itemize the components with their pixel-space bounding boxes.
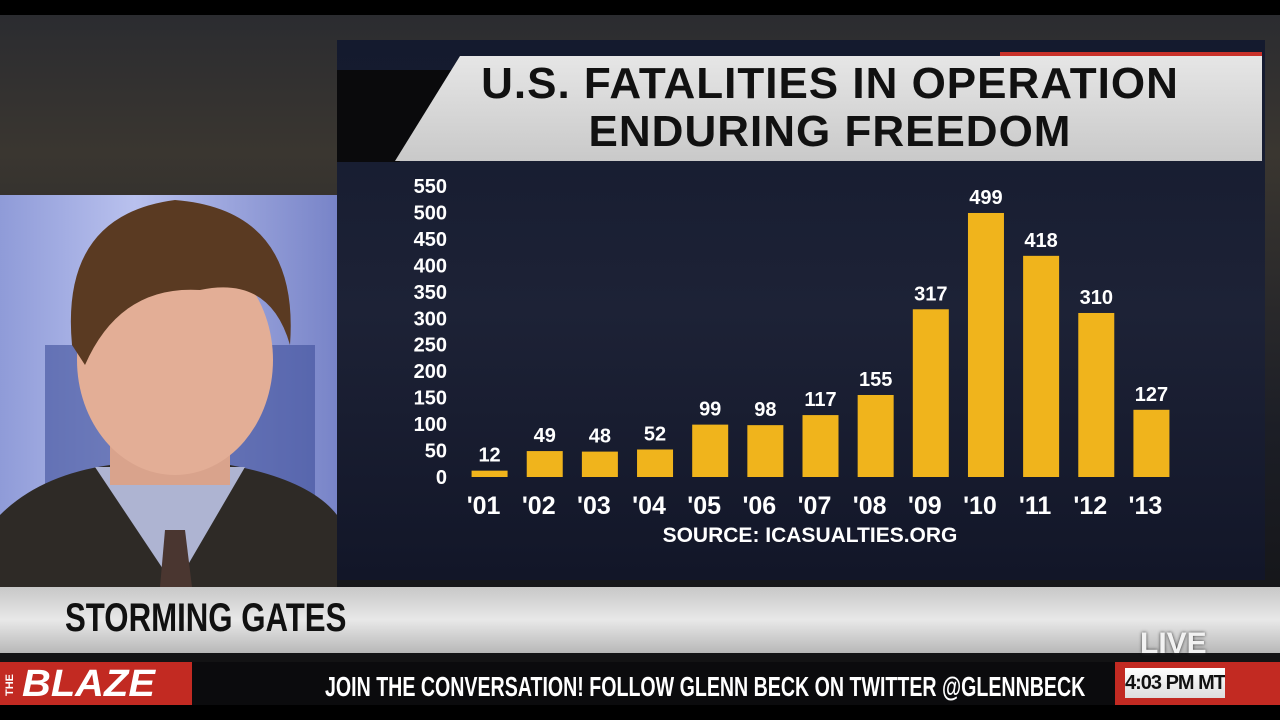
logo-box bbox=[0, 662, 192, 705]
value-label: 12 bbox=[478, 445, 500, 467]
x-tick-label: '07 bbox=[798, 492, 832, 520]
bar bbox=[581, 451, 618, 477]
x-tick-label: '12 bbox=[1073, 492, 1107, 520]
y-tick-label: 150 bbox=[414, 388, 447, 410]
live-badge: LIVE bbox=[1140, 627, 1207, 660]
bar bbox=[1078, 312, 1115, 477]
bar bbox=[747, 425, 784, 477]
accent-line bbox=[1000, 52, 1262, 56]
bar bbox=[471, 470, 508, 477]
shirt bbox=[95, 467, 245, 587]
bar bbox=[857, 394, 894, 477]
lower-third bbox=[0, 587, 1280, 653]
x-tick-label: '08 bbox=[853, 492, 887, 520]
y-tick-label: 300 bbox=[414, 308, 447, 330]
bar bbox=[1023, 255, 1060, 477]
y-tick-label: 200 bbox=[414, 361, 447, 383]
y-tick-label: 400 bbox=[414, 255, 447, 277]
x-tick-label: '05 bbox=[687, 492, 721, 520]
value-label: 418 bbox=[1024, 230, 1057, 252]
value-label: 310 bbox=[1080, 287, 1113, 309]
x-tick-label: '11 bbox=[1019, 492, 1051, 520]
hair bbox=[70, 200, 291, 365]
headline: STORMING GATES bbox=[65, 596, 347, 640]
source: SOURCE: ICASUALTIES.ORG bbox=[663, 524, 958, 547]
bar bbox=[526, 451, 563, 477]
bar bbox=[692, 424, 729, 477]
x-tick-label: '03 bbox=[577, 492, 611, 520]
value-label: 155 bbox=[859, 369, 892, 391]
bar bbox=[912, 309, 949, 477]
bar bbox=[802, 415, 839, 477]
y-tick-label: 500 bbox=[414, 202, 447, 224]
chart: 0 50 100 150 200 250 300 350 400 450 500 550 '01 12 '0… bbox=[414, 176, 1170, 547]
y-tick-label: 550 bbox=[414, 176, 447, 198]
value-label: 48 bbox=[589, 426, 611, 448]
x-tick-label: '10 bbox=[963, 492, 997, 520]
bar bbox=[967, 212, 1004, 477]
title-banner bbox=[395, 56, 1262, 161]
value-label: 52 bbox=[644, 423, 666, 445]
x-tick-label: '04 bbox=[632, 492, 666, 520]
value-label: 99 bbox=[699, 399, 721, 421]
anchor-video bbox=[0, 195, 337, 587]
x-tick-label: '09 bbox=[908, 492, 942, 520]
y-tick-label: 0 bbox=[436, 467, 447, 489]
logo-prefix: THE bbox=[4, 674, 16, 696]
value-label: 117 bbox=[804, 389, 836, 411]
value-label: 49 bbox=[534, 425, 556, 447]
x-tick-label: '13 bbox=[1129, 492, 1163, 520]
bar bbox=[637, 449, 674, 477]
x-tick-label: '02 bbox=[522, 492, 556, 520]
y-tick-label: 100 bbox=[414, 414, 447, 436]
ticker-bar bbox=[0, 662, 1280, 705]
tie bbox=[160, 530, 192, 587]
bar bbox=[1133, 409, 1170, 477]
y-tick-label: 250 bbox=[414, 335, 447, 357]
anchor-figure bbox=[0, 200, 337, 587]
ticker-text: JOIN THE CONVERSATION! FOLLOW GLENN BECK… bbox=[325, 671, 1086, 702]
chart-title: U.S. FATALITIES IN OPERATION ENDURING FR… bbox=[481, 59, 1179, 156]
value-label: 499 bbox=[969, 187, 1002, 209]
value-label: 98 bbox=[754, 399, 776, 421]
y-tick-label: 50 bbox=[425, 441, 447, 463]
y-tick-label: 450 bbox=[414, 229, 447, 251]
x-tick-label: '01 bbox=[467, 492, 501, 520]
y-tick-label: 350 bbox=[414, 282, 447, 304]
clock: 4:03 PM MT bbox=[1125, 668, 1225, 698]
logo: BLAZE bbox=[22, 663, 155, 705]
value-label: 317 bbox=[914, 283, 947, 305]
x-tick-label: '06 bbox=[742, 492, 776, 520]
value-label: 127 bbox=[1135, 384, 1168, 406]
